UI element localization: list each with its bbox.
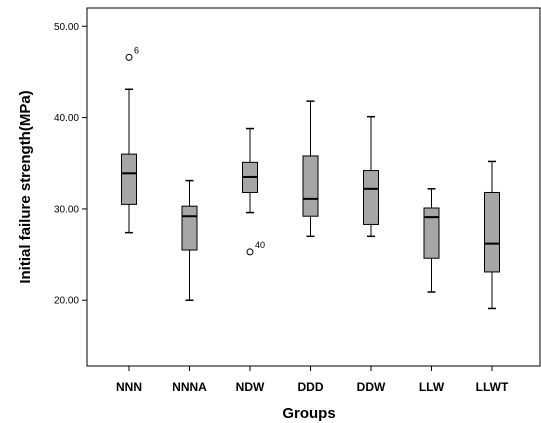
box-group <box>302 100 319 238</box>
x-tick-label: DDW <box>357 380 386 394</box>
x-tick-label: LLWT <box>476 380 509 394</box>
outlier-point <box>246 248 254 256</box>
y-tick-label: 20.00 <box>54 296 79 307</box>
box-group <box>423 188 440 293</box>
outlier-label: 6 <box>134 45 139 55</box>
boxes <box>121 88 500 310</box>
x-tick-label: NDW <box>236 380 265 394</box>
box <box>363 170 379 225</box>
x-tick-label: DDD <box>298 380 324 394</box>
x-tick-label: NNNA <box>172 380 207 394</box>
x-tick-label: LLW <box>419 380 445 394</box>
outliers: 6 40 <box>125 45 265 256</box>
outlier-label: 40 <box>255 240 265 250</box>
box <box>484 191 500 273</box>
box-group <box>181 179 198 301</box>
y-tick-label: 40.00 <box>54 113 79 124</box>
box <box>181 205 198 251</box>
box-group <box>121 88 137 234</box>
outlier-point <box>125 53 133 61</box>
box-group <box>363 115 379 238</box>
y-tick-label: 50.00 <box>54 22 79 33</box>
y-tick-label: 30.00 <box>54 204 79 215</box>
x-axis-title: Groups <box>282 405 335 422</box>
box-group <box>242 127 258 214</box>
box <box>302 155 319 217</box>
box <box>423 207 440 259</box>
x-tick-label: NNN <box>116 380 142 394</box>
y-axis-title: Initial failure strength(MPa) <box>17 90 34 283</box>
y-axis: 20.00 30.00 40.00 50.00 <box>54 22 87 307</box>
x-axis-labels: NNN NNNA NDW DDD DDW LLW LLWT <box>116 366 509 394</box>
box-group <box>484 160 500 310</box>
box <box>121 153 137 205</box>
